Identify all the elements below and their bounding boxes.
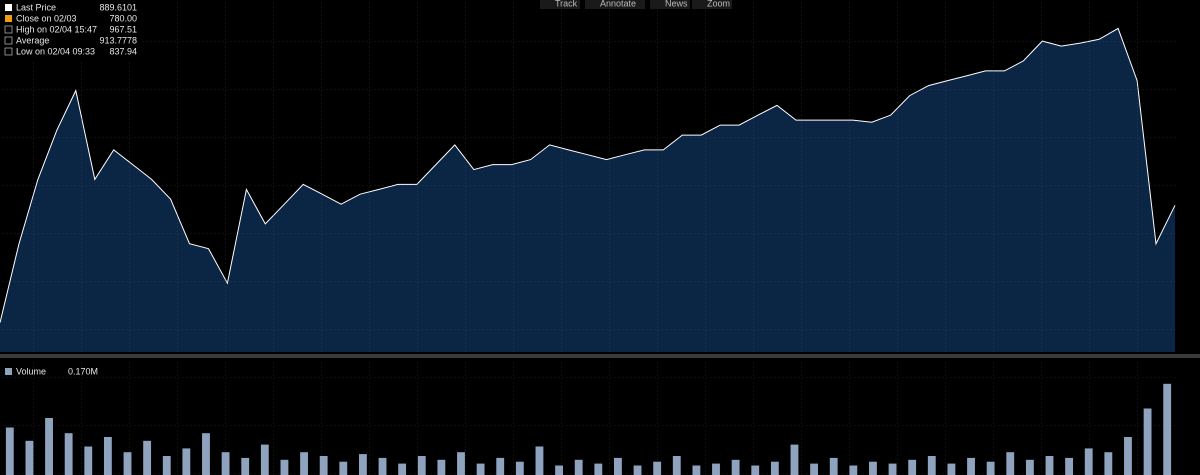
toolbar-button[interactable] [540, 0, 580, 9]
volume-bar [869, 461, 877, 475]
volume-bar [574, 459, 583, 475]
legend-swatch [4, 36, 13, 45]
volume-bar [731, 459, 740, 475]
volume-bar [790, 444, 799, 475]
volume-bar [888, 463, 897, 475]
volume-bar [692, 465, 701, 475]
volume-bar [555, 465, 563, 475]
volume-bar [84, 446, 93, 475]
volume-bar [810, 463, 819, 475]
volume-bar [515, 461, 524, 475]
volume-bar [927, 456, 936, 475]
volume-bar [1124, 437, 1132, 475]
volume-bar [280, 459, 289, 475]
volume-bar [476, 463, 485, 475]
volume-bar [829, 457, 838, 475]
toolbar-label[interactable]: Zoom [707, 0, 730, 8]
volume-bar [908, 459, 917, 475]
volume-bar [653, 461, 662, 475]
legend-name: Close on 02/03 [16, 13, 77, 23]
volume-bar [614, 457, 622, 475]
volume-bar [202, 433, 210, 475]
volume-bar [358, 454, 367, 475]
volume-bar [319, 456, 328, 475]
volume-bar [457, 452, 465, 475]
volume-bar [5, 427, 14, 475]
legend-name: Volume [16, 366, 46, 376]
legend-name: Low on 02/04 09:33 [16, 46, 95, 56]
volume-bar [378, 457, 387, 475]
volume-bar [162, 456, 171, 475]
volume-bar [1065, 457, 1074, 475]
price-legend: Last Price 889.6101 Close on 02/03 780.00 Hi… [0, 0, 142, 62]
volume-bar [417, 456, 426, 475]
toolbar-label[interactable]: Track [555, 0, 578, 8]
volume-bar [221, 452, 230, 475]
volume-bar [143, 440, 152, 475]
toolbar-button[interactable] [585, 0, 645, 9]
volume-bar [45, 418, 53, 475]
volume-bar [751, 465, 760, 475]
right-axis-area [1177, 0, 1200, 352]
volume-bar [64, 433, 73, 475]
volume-bar [770, 461, 779, 475]
legend-name: Average [16, 35, 49, 45]
toolbar-button[interactable] [650, 0, 690, 9]
volume-bar [241, 457, 250, 475]
volume-bar [947, 463, 956, 475]
volume-legend: Volume 0.170M [5, 366, 98, 376]
volume-bar [1104, 452, 1113, 475]
volume-bar [1045, 456, 1054, 475]
legend-value: 837.94 [109, 46, 137, 56]
legend-swatch [4, 25, 13, 34]
grid [0, 362, 1177, 475]
legend-value: 913.7778 [99, 35, 137, 45]
volume-bar [300, 452, 308, 475]
legend-swatch [4, 47, 13, 56]
legend-name: Last Price [16, 2, 56, 12]
volume-bar [260, 444, 269, 475]
volume-bar [1163, 383, 1172, 475]
legend-value: 889.6101 [99, 2, 137, 12]
volume-bar [1025, 459, 1034, 475]
volume-bar [25, 440, 34, 475]
volume-bar [339, 461, 348, 475]
volume-bar [712, 463, 720, 475]
grid [0, 0, 1177, 352]
volume-bar [672, 456, 681, 475]
toolbar-label[interactable]: News [665, 0, 688, 8]
legend-value: 0.170M [68, 366, 98, 376]
volume-bar [967, 457, 975, 475]
volume-bar [633, 465, 642, 475]
legend-swatch [5, 368, 12, 375]
volume-bar [496, 457, 505, 475]
volume-bar [1006, 452, 1015, 475]
volume-bar [437, 459, 446, 475]
volume-bar [1143, 408, 1152, 475]
legend-box [0, 0, 142, 62]
volume-bar [1084, 448, 1093, 475]
panel-separator [0, 354, 1200, 358]
volume-bar [986, 461, 995, 475]
legend-value: 967.51 [109, 24, 137, 34]
toolbar: Track Annotate News Zoom [540, 0, 732, 9]
toolbar-label[interactable]: Annotate [600, 0, 636, 8]
volume-bar [123, 452, 132, 475]
legend-swatch [5, 15, 12, 22]
legend-value: 780.00 [109, 13, 137, 23]
volume-bar [594, 463, 603, 475]
volume-bar [103, 437, 112, 475]
volume-bar [849, 465, 858, 475]
legend-name: High on 02/04 15:47 [16, 24, 97, 34]
toolbar-button[interactable] [692, 0, 732, 9]
volume-bar [535, 446, 544, 475]
volume-bar [182, 448, 191, 475]
volume-bar [398, 463, 407, 475]
legend-swatch [5, 4, 12, 11]
